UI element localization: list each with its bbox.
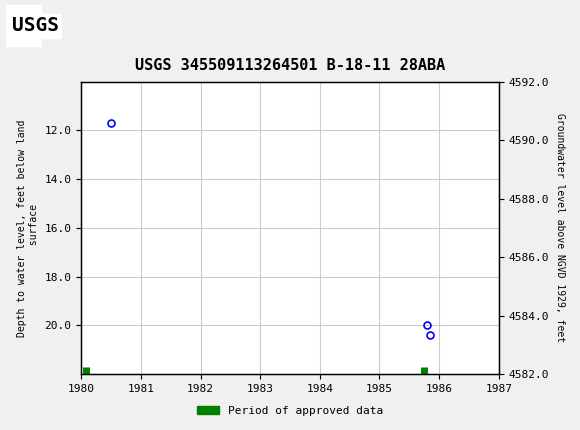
Y-axis label: Depth to water level, feet below land
 surface: Depth to water level, feet below land su…	[17, 119, 39, 337]
Text: USGS 345509113264501 B-18-11 28ABA: USGS 345509113264501 B-18-11 28ABA	[135, 58, 445, 73]
Legend: Period of approved data: Period of approved data	[193, 401, 387, 420]
Text: USGS: USGS	[12, 16, 59, 35]
Y-axis label: Groundwater level above NGVD 1929, feet: Groundwater level above NGVD 1929, feet	[554, 114, 564, 342]
FancyBboxPatch shape	[6, 5, 41, 46]
